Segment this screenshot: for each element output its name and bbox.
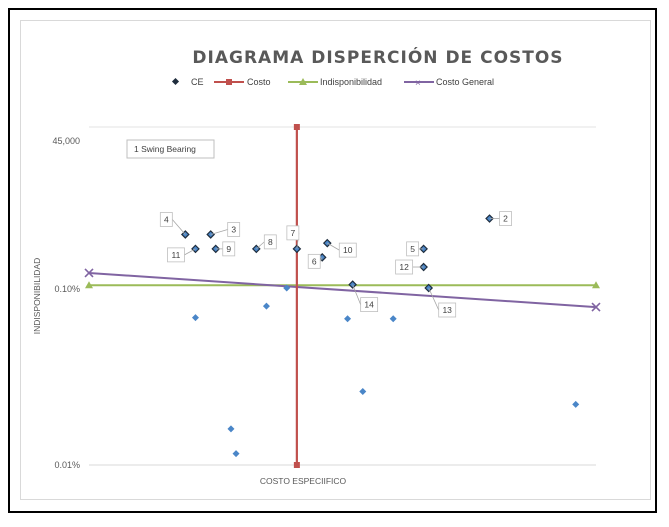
label-leader [327, 242, 340, 251]
label-box [438, 302, 457, 318]
series-lines [84, 124, 601, 468]
callout-text: 1 Swing Bearing [134, 144, 196, 154]
legend-costo-marker [226, 79, 232, 85]
ce-point-label: 8 [268, 237, 273, 247]
y-axis-label: INDISPONIBILIDAD [32, 258, 42, 335]
ce-point-label: 5 [410, 244, 415, 254]
point-labels: 2 3 4 5 6 7 8 9 10 11 12 13 14 [159, 211, 512, 318]
ce-point [344, 315, 352, 323]
chart-title: DIAGRAMA DISPERCIÓN DE COSTOS [192, 46, 563, 68]
indisponibilidad-marker [592, 281, 600, 289]
costo-general-marker [591, 302, 601, 312]
legend-general-label: Costo General [436, 77, 494, 87]
ce-point-label: 4 [164, 214, 169, 224]
label-box [167, 247, 185, 263]
ce-point [283, 284, 291, 292]
legend-general-marker: × [415, 78, 421, 89]
label-leader [256, 241, 265, 250]
legend-indisp-label: Indisponibilidad [320, 77, 382, 87]
y-tick-bottom: 0.01% [54, 460, 80, 470]
legend-indisp-marker [299, 78, 307, 85]
label-box [159, 212, 173, 227]
ce-point-label: 12 [399, 262, 409, 272]
label-box [263, 234, 277, 250]
callout-box [126, 139, 215, 159]
legend-ce-label: CE [191, 77, 204, 87]
label-box [338, 242, 357, 258]
ce-point [262, 302, 270, 310]
label-box [499, 211, 512, 226]
indisponibilidad-marker [85, 281, 93, 289]
ce-point-label: 14 [364, 300, 374, 310]
ce-point-label: 9 [226, 244, 231, 254]
callout-swing-bearing: 1 Swing Bearing [126, 139, 215, 159]
ce-point-label: 6 [312, 256, 317, 266]
ce-point [572, 400, 580, 408]
ce-point [389, 315, 397, 323]
label-box [307, 253, 321, 269]
ce-point [227, 425, 235, 433]
ce-point [232, 450, 240, 458]
ce-point-label: 2 [503, 214, 508, 224]
label-box [222, 241, 236, 257]
label-box [406, 241, 420, 257]
label-box [286, 225, 300, 241]
label-box [227, 222, 241, 237]
legend: CE Costo Indisponibilidad × Costo Genera… [171, 77, 494, 89]
ce-point-label: 3 [231, 224, 236, 234]
ce-point [359, 388, 367, 396]
label-leader [210, 229, 228, 235]
label-box [360, 297, 379, 312]
costo-marker [293, 462, 300, 468]
ce-point [191, 314, 199, 322]
ce-point-label: 11 [172, 250, 181, 260]
label-leader [428, 287, 440, 311]
costo-general-line [88, 271, 597, 309]
ce-points [180, 214, 580, 458]
y-tick-top: 45,000 [52, 136, 80, 146]
label-leader [184, 248, 196, 256]
costo-marker [293, 124, 300, 130]
ce-point-label: 10 [343, 245, 353, 255]
label-box [395, 259, 414, 275]
costo-general-marker [84, 268, 94, 278]
ce-point-label: 7 [291, 228, 296, 238]
legend-costo-label: Costo [247, 77, 271, 87]
label-leader [352, 284, 362, 305]
x-axis-label: COSTO ESPECIIFICO [260, 476, 347, 486]
ce-point-label: 13 [442, 305, 452, 315]
label-leader [172, 219, 186, 235]
y-tick-mid: 0.10% [54, 284, 80, 294]
legend-ce-marker [171, 77, 180, 86]
chart-frame [8, 8, 657, 513]
chart-area [20, 20, 651, 500]
